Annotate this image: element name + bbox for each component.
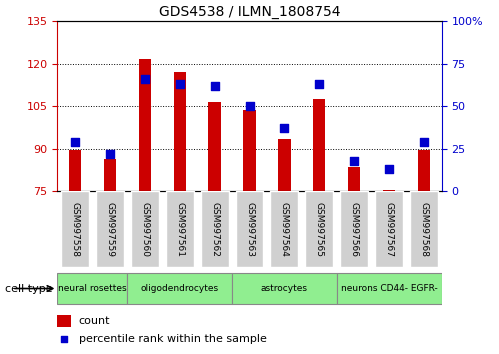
- Point: [350, 158, 358, 164]
- Point: [420, 139, 428, 145]
- Bar: [174, 72, 186, 191]
- FancyBboxPatch shape: [305, 191, 333, 267]
- FancyBboxPatch shape: [410, 191, 438, 267]
- Text: GSM997565: GSM997565: [315, 202, 324, 257]
- Point: [211, 83, 219, 88]
- Text: GSM997562: GSM997562: [210, 202, 219, 257]
- Text: GSM997564: GSM997564: [280, 202, 289, 257]
- Text: GSM997568: GSM997568: [420, 202, 429, 257]
- Bar: [57, 315, 71, 327]
- FancyBboxPatch shape: [166, 191, 194, 267]
- FancyBboxPatch shape: [57, 273, 127, 304]
- Bar: [418, 150, 430, 191]
- Bar: [278, 139, 290, 191]
- Bar: [313, 99, 325, 191]
- Text: GSM997566: GSM997566: [350, 202, 359, 257]
- Point: [71, 139, 79, 145]
- FancyBboxPatch shape: [236, 191, 263, 267]
- Text: oligodendrocytes: oligodendrocytes: [141, 284, 219, 293]
- FancyBboxPatch shape: [96, 191, 124, 267]
- Bar: [348, 167, 360, 191]
- FancyBboxPatch shape: [337, 273, 442, 304]
- Point: [246, 103, 253, 109]
- FancyBboxPatch shape: [61, 191, 89, 267]
- Text: GSM997558: GSM997558: [70, 202, 79, 257]
- Text: GSM997559: GSM997559: [105, 202, 114, 257]
- Bar: [383, 190, 395, 191]
- Title: GDS4538 / ILMN_1808754: GDS4538 / ILMN_1808754: [159, 5, 340, 19]
- Text: GSM997567: GSM997567: [385, 202, 394, 257]
- Text: cell type: cell type: [5, 284, 52, 293]
- FancyBboxPatch shape: [270, 191, 298, 267]
- Point: [141, 76, 149, 82]
- FancyBboxPatch shape: [201, 191, 229, 267]
- Point: [60, 336, 68, 342]
- Text: count: count: [78, 316, 110, 326]
- Bar: [69, 150, 81, 191]
- Bar: [139, 59, 151, 191]
- Bar: [104, 159, 116, 191]
- Bar: [209, 102, 221, 191]
- Point: [176, 81, 184, 87]
- Point: [315, 81, 323, 87]
- Text: GSM997563: GSM997563: [245, 202, 254, 257]
- Text: neural rosettes: neural rosettes: [58, 284, 127, 293]
- Point: [385, 166, 393, 172]
- Text: astrocytes: astrocytes: [261, 284, 308, 293]
- FancyBboxPatch shape: [232, 273, 337, 304]
- Bar: [244, 110, 255, 191]
- Text: GSM997561: GSM997561: [175, 202, 184, 257]
- FancyBboxPatch shape: [340, 191, 368, 267]
- FancyBboxPatch shape: [375, 191, 403, 267]
- Text: percentile rank within the sample: percentile rank within the sample: [78, 334, 266, 344]
- Text: neurons CD44- EGFR-: neurons CD44- EGFR-: [341, 284, 438, 293]
- Text: GSM997560: GSM997560: [140, 202, 149, 257]
- FancyBboxPatch shape: [127, 273, 232, 304]
- Point: [280, 125, 288, 131]
- FancyBboxPatch shape: [131, 191, 159, 267]
- Point: [106, 151, 114, 156]
